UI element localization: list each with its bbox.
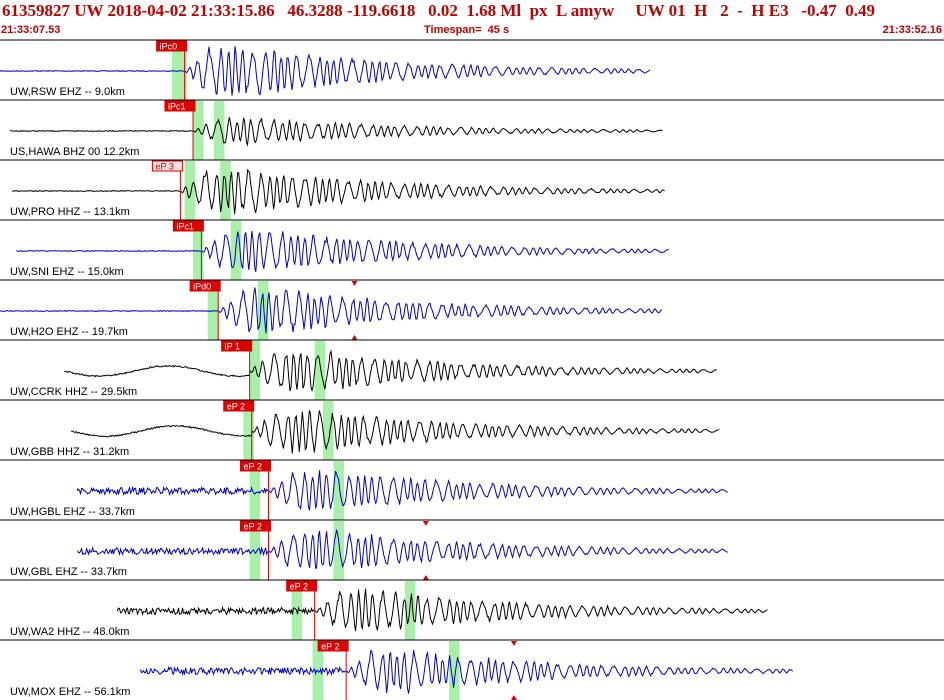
phase-pick-tag <box>240 520 272 532</box>
station-label: UW,GBL EHZ -- 33.7km <box>10 566 127 578</box>
station-label: UW,GBB HHZ -- 31.2km <box>10 446 129 458</box>
phase-pick-label: iP 1 <box>225 342 240 352</box>
station-label: UW,RSW EHZ -- 9.0km <box>10 86 125 98</box>
amplitude-marker-top <box>422 521 429 526</box>
phase-pick-tag <box>223 400 255 412</box>
amplitude-marker-bottom <box>510 695 517 700</box>
timespan-label: Timespan= 45 s <box>424 24 510 36</box>
amplitude-marker-top <box>510 641 517 646</box>
seismic-trace <box>0 46 651 96</box>
phase-pick-label: eP 2 <box>290 582 308 592</box>
analysis-window <box>258 281 269 340</box>
trace-panel[interactable]: eP 2 UW,GBB HHZ -- 31.2km <box>0 399 944 460</box>
analysis-window <box>448 641 460 700</box>
phase-pick-tag <box>164 100 196 112</box>
analysis-window <box>184 161 196 220</box>
phase-pick-label: eP 2 <box>321 642 339 652</box>
analysis-window <box>249 461 261 520</box>
station-label: UW,CCRK HHZ -- 29.5km <box>10 386 137 398</box>
seismic-trace <box>77 529 728 569</box>
record-header: 61359827 UW 2018-04-02 21:33:15.86 46.32… <box>0 0 944 40</box>
seismic-trace <box>16 231 670 273</box>
event-summary-title: 61359827 UW 2018-04-02 21:33:15.86 46.32… <box>2 1 875 20</box>
phase-pick-tag <box>151 160 183 172</box>
trace-panel[interactable]: iPd0 UW,H2O EHZ -- 19.7km <box>0 279 944 340</box>
station-label: UW,HGBL EHZ -- 33.7km <box>10 506 135 518</box>
analysis-window <box>249 341 261 400</box>
trace-panel[interactable]: eP 2 UW,WA2 HHZ -- 48.0km <box>0 579 944 640</box>
seismic-trace <box>70 410 720 454</box>
station-label: UW,MOX EHZ -- 56.1km <box>10 686 130 698</box>
trace-panel[interactable]: eP 2 UW,GBL EHZ -- 33.7km <box>0 519 944 580</box>
trace-panel[interactable]: eP 2 UW,MOX EHZ -- 56.1km <box>0 639 944 700</box>
analysis-window <box>243 401 254 460</box>
station-label: UW,SNI EHZ -- 15.0km <box>10 266 124 278</box>
phase-pick-tag <box>156 40 188 52</box>
station-label: UW,H2O EHZ -- 19.7km <box>10 326 128 338</box>
seismic-trace <box>77 470 728 511</box>
analysis-window <box>323 401 334 460</box>
analysis-window <box>333 461 345 520</box>
trace-panel[interactable]: iPc1 US,HAWA BHZ 00 12.2km <box>0 99 944 160</box>
phase-pick-label: iPc0 <box>160 42 178 52</box>
window-end-time: 21:33:52.16 <box>882 24 942 36</box>
trace-panel[interactable]: eP 2 UW,HGBL EHZ -- 33.7km <box>0 459 944 520</box>
phase-pick-tag <box>221 340 253 352</box>
phase-pick-tag <box>240 460 272 472</box>
phase-pick-tag <box>172 220 204 232</box>
amplitude-marker-bottom <box>351 335 358 340</box>
trace-panel[interactable]: iPc0 UW,RSW EHZ -- 9.0km <box>0 39 944 100</box>
amplitude-marker-top <box>351 281 358 286</box>
analysis-window <box>192 101 204 160</box>
seismic-trace <box>64 349 717 392</box>
station-label: US,HAWA BHZ 00 12.2km <box>10 146 139 158</box>
phase-pick-label: iPd0 <box>193 282 211 292</box>
phase-pick-label: eP 2 <box>227 402 245 412</box>
seismic-trace <box>10 117 663 147</box>
station-label: UW,PRO HHZ -- 13.1km <box>10 206 130 218</box>
analysis-window <box>213 101 225 160</box>
phase-pick-tag <box>317 640 349 652</box>
analysis-window <box>333 521 345 580</box>
trace-panel[interactable]: iP 1 UW,CCRK HHZ -- 29.5km <box>0 339 944 400</box>
analysis-window <box>220 161 231 220</box>
amplitude-marker-bottom <box>422 575 429 580</box>
seismic-trace <box>12 168 665 215</box>
seismic-trace <box>117 588 768 632</box>
analysis-window <box>249 521 261 580</box>
station-label: UW,WA2 HHZ -- 48.0km <box>10 626 129 638</box>
phase-pick-label: eP 2 <box>244 462 262 472</box>
seismic-trace <box>0 287 663 334</box>
window-start-time: 21:33:07.53 <box>1 24 61 36</box>
phase-pick-label: eP 2 <box>244 522 262 532</box>
phase-pick-label: eP 3 <box>155 162 173 172</box>
seismic-trace <box>140 649 793 694</box>
trace-panel[interactable]: eP 3 UW,PRO HHZ -- 13.1km <box>0 159 944 220</box>
phase-pick-label: iPc1 <box>168 102 186 112</box>
trace-panel[interactable]: iPc1 UW,SNI EHZ -- 15.0km <box>0 219 944 280</box>
phase-pick-label: iPc1 <box>176 222 194 232</box>
phase-pick-tag <box>286 580 318 592</box>
phase-pick-tag <box>189 280 221 292</box>
analysis-window <box>314 341 326 400</box>
